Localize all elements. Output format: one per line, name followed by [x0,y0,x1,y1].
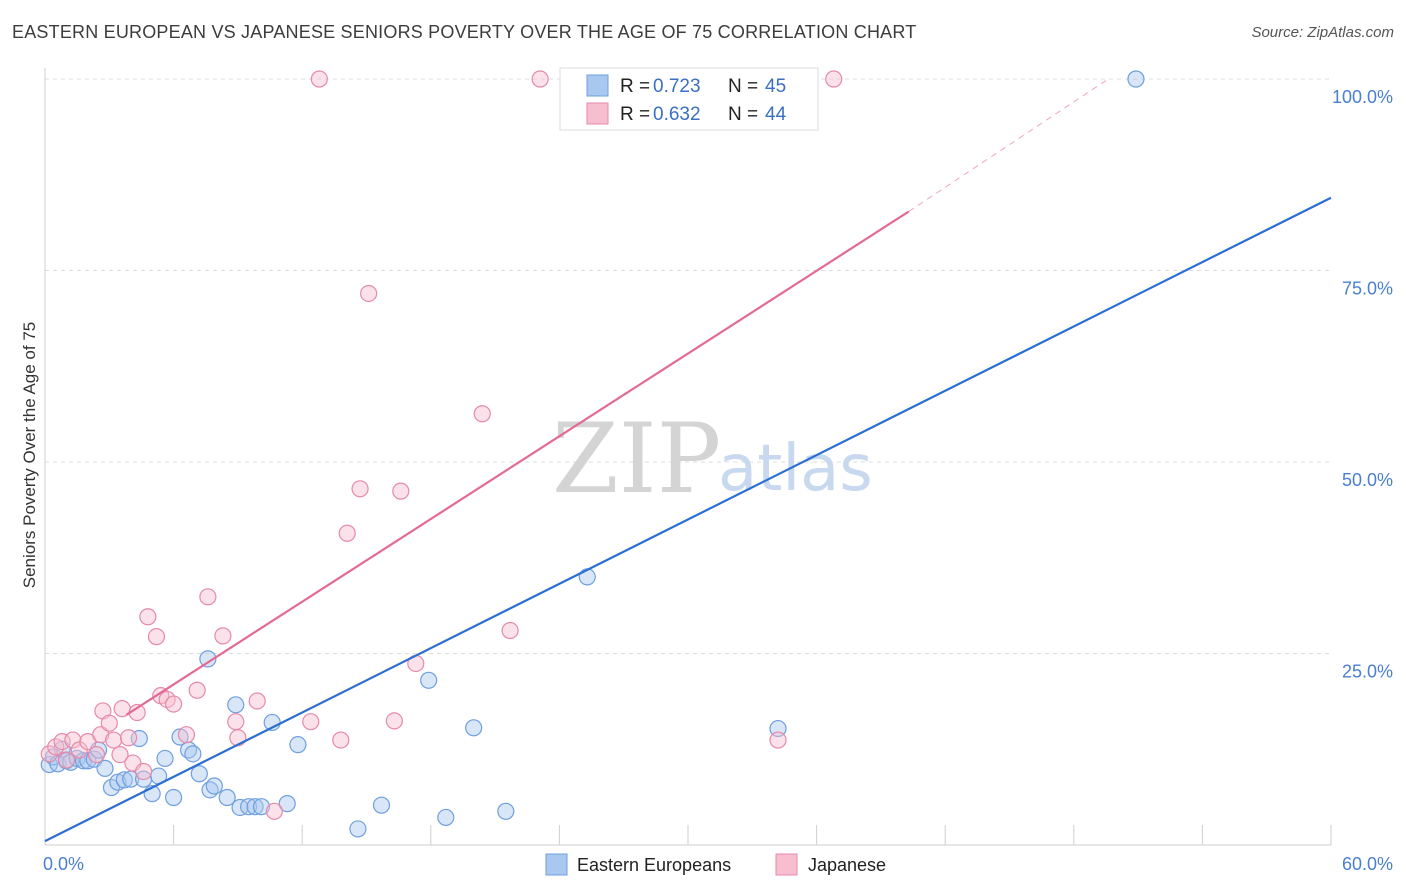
bottom-legend-swatch-eastern [545,853,568,876]
japanese-trend-extension [908,80,1107,212]
japanese-point [100,714,118,732]
japanese-point [332,731,350,749]
japanese-point [111,746,129,764]
eastern-european-point [231,798,249,817]
eastern-european-point [205,777,223,795]
japanese-point [188,681,206,699]
eastern-european-point [465,719,483,737]
source-label: Source: ZipAtlas.com [1251,24,1394,41]
legend-swatch-japanese [586,102,609,125]
japanese-point [248,692,266,710]
japanese-point [392,482,410,500]
bottom-legend-eastern: Eastern Europeans [577,855,731,875]
japanese-point [57,751,76,769]
eastern-european-point [199,650,217,668]
japanese-point [53,732,71,751]
y-axis-label: Seniors Poverty Over the Age of 75 [20,322,39,588]
legend-n-label: N = [728,104,758,125]
eastern-european-point [578,568,596,586]
japanese-point [199,588,217,606]
japanese-point [351,480,369,498]
eastern-european-point [218,788,236,807]
chart-title: EASTERN EUROPEAN VS JAPANESE SENIORS POV… [12,22,917,42]
eastern-european-point [1127,70,1145,88]
japanese-point [360,284,378,303]
japanese-point [177,726,196,744]
japanese-point [473,405,491,423]
legend-n-value: 44 [765,104,787,125]
watermark-atlas: atlas [718,432,873,506]
japanese-point [92,726,110,744]
bottom-legend-japanese: Japanese [808,855,886,875]
y-tick-label: 100.0% [1332,87,1393,107]
eastern-european-point [246,798,264,816]
eastern-european-point [349,820,367,838]
japanese-point [227,713,245,731]
japanese-point [229,729,247,747]
eastern-european-point [190,765,208,783]
trend-lines [44,80,1332,843]
eastern-european-point [497,802,515,820]
japanese-point [769,731,787,749]
eastern-european-point [165,788,183,807]
eastern-european-point [420,671,438,689]
japanese-point [104,731,123,749]
eastern-european-point [96,759,114,778]
eastern-european-trend-line [44,196,1332,843]
japanese-point [501,621,519,640]
japanese-point [40,745,58,763]
y-tick-label: 75.0% [1342,279,1393,299]
legend-n-value: 45 [765,76,786,97]
x-tick-label: 60.0% [1342,854,1393,874]
legend-r-value: 0.632 [653,104,701,125]
japanese-point [302,713,320,731]
japanese-point [531,70,549,88]
japanese-point [214,627,232,645]
y-tick-label: 50.0% [1342,470,1393,490]
legend-n-label: N = [728,76,758,97]
eastern-european-point [227,696,245,714]
legend-r-label: R = [620,104,650,125]
bottom-legend-swatch-japanese [775,853,798,876]
stats-legend: R = 0.723 N = 45 R = 0.632 N = 44 [559,67,819,131]
legend-swatch-eastern [586,74,609,97]
axes [44,68,1332,846]
eastern-european-point [289,736,307,754]
eastern-european-point [115,771,133,789]
japanese-point [825,70,843,88]
y-tick-label: 25.0% [1342,662,1393,682]
japanese-point [147,628,166,646]
japanese-point [119,729,138,747]
japanese-point [165,695,183,713]
eastern-european-point [372,796,391,814]
japanese-point [265,802,283,820]
japanese-point [310,70,328,88]
watermark-zip: ZIP [552,403,721,515]
legend-r-label: R = [620,76,650,97]
tick-labels: 25.0% 50.0% 75.0% 100.0% 0.0% 60.0% [43,87,1393,874]
japanese-trend-line [125,210,910,716]
eastern-european-point [184,745,202,763]
eastern-european-point [437,808,455,827]
eastern-european-point [240,798,258,816]
japanese-point [385,712,403,730]
japanese-point [64,731,82,749]
legend-r-value: 0.723 [653,76,701,97]
japanese-point [139,608,157,626]
japanese-point [87,746,106,764]
data-points [40,70,1145,838]
x-tick-label: 0.0% [43,854,84,874]
eastern-european-point [156,749,174,768]
series-legend: Eastern Europeans Japanese [545,853,886,876]
japanese-point [338,524,356,542]
eastern-european-point [252,798,271,816]
grid-lines [45,78,1331,654]
japanese-point [134,762,153,781]
eastern-european-point [278,795,296,813]
